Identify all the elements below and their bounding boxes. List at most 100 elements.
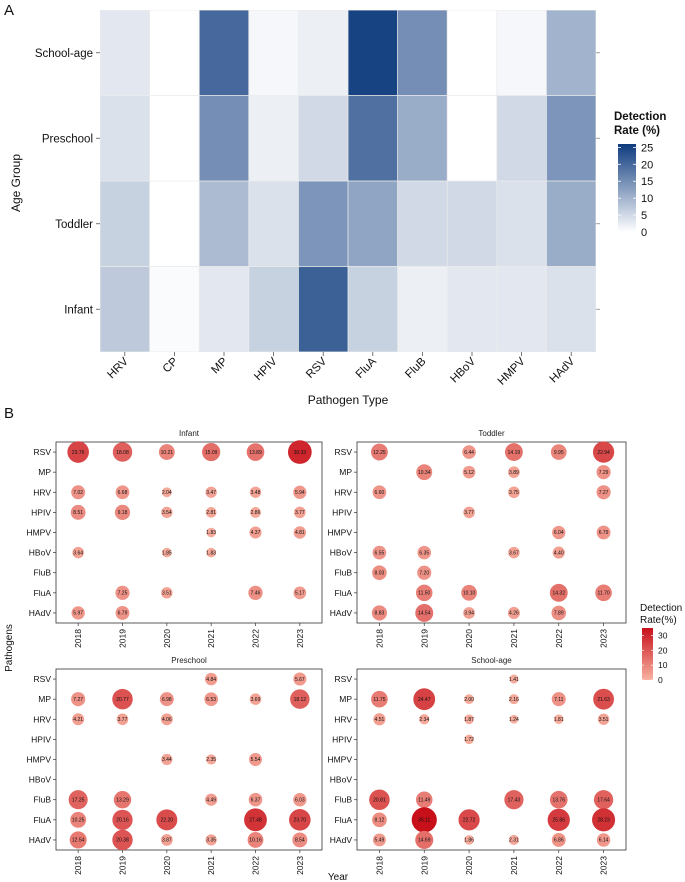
bubble-label: 24.47 [418,697,431,703]
bubble [372,812,387,828]
heatmap-cell [447,266,497,352]
bubble-label: 14.19 [508,450,521,456]
bubble-label: 1.86 [464,838,474,844]
heatmap-cell [398,266,447,352]
facet-x-tick-label: 2020 [162,856,172,875]
heatmap-cell [497,10,546,96]
bubble [372,833,386,847]
bubble-legend-tick-label: 0 [658,675,663,685]
bubble [417,545,432,560]
bubble [508,694,519,705]
facet-x-tick-label: 2022 [251,856,261,875]
bubble-label: 7.20 [419,570,429,576]
bubble-label: 8.51 [73,510,83,516]
facet-x-tick-label: 2019 [419,856,429,875]
heatmap-cell [348,10,398,96]
heatmap-legend-tick-label: 15 [641,176,653,188]
bubble-label: 10.21 [161,450,174,456]
bubble-label: 1.85 [162,550,172,556]
facet-x-tick-label: 2023 [295,856,305,875]
bubble [156,809,178,831]
heatmap-x-tick-label: HRV [105,355,131,381]
bubble [551,832,566,847]
heatmap-cell [546,266,596,352]
facet-y-tick-label: FluA [335,815,353,825]
bubble-label: 35.11 [418,818,430,824]
bubble-label: 17.43 [508,797,521,803]
bubble-label: 1.81 [554,717,564,723]
facet-y-tick-label: HBoV [330,548,353,558]
bubble [249,526,262,539]
bubble [290,689,310,709]
bubble-label: 11.49 [418,797,430,803]
facet-frame [55,441,323,624]
heatmap-cell [348,95,398,181]
panel-label-a: A [4,2,14,19]
bubble [464,694,474,705]
facet-frame [55,668,323,851]
facet-y-tick-label: HMPV [26,528,51,538]
bubble [160,713,173,726]
facet-y-tick-label: HPIV [31,507,51,517]
facet-y-tick-label: HMPV [327,755,352,765]
bubble-label: 13.76 [552,797,565,803]
facet-x-tick-label: 2018 [73,629,83,648]
facet-x-tick-label: 2021 [509,629,519,648]
bubble [112,688,133,710]
facet-infant: Infant RSV MP HRV HPIV HMPV HBoV FluB FluA HAdV 20… [26,429,323,648]
bubble-legend: Detection Rate(%) 30 20 10 0 [640,603,682,685]
facet-y-tick-label: FluB [335,568,353,578]
bubble-label: 12.25 [373,450,386,456]
facet-y-tick-label: MP [339,694,352,704]
heatmap-cell [447,95,497,181]
heatmap-cell [398,10,447,96]
bubble [71,692,86,707]
bubble-label: 8.83 [375,611,385,617]
bubble-label: 18.12 [294,697,307,703]
facet-y-tick-label: FluB [34,795,52,805]
heatmap-y-tick-label: Toddler [55,219,93,231]
facet-y-tick-label: RSV [34,447,52,457]
bubble-label: 20.77 [116,697,129,703]
facet-x-tick-label: 2019 [118,629,128,648]
bubble [206,527,216,538]
facet-title: Preschool [171,656,207,665]
heatmap-cell [398,95,447,181]
bubble-label: 6.35 [419,550,429,556]
bubble-label: 2.34 [419,717,429,723]
bubble-label: 2.35 [206,757,216,763]
heatmap-cell [447,10,497,96]
bubble [70,504,86,520]
heatmap-x-axis-title: Pathogen Type [308,393,389,407]
heatmap-y-tick-label: School-age [35,48,93,60]
bubble-label: 7.46 [251,591,261,597]
bubble-label: 28.23 [597,818,610,824]
bubble-label: 4.84 [206,677,216,683]
heatmap-cell [546,181,596,267]
heatmap-y-axis-title: Age Group [9,154,23,212]
bubble-label: 5.17 [295,591,305,597]
bubble-label: 7.27 [73,697,83,703]
bubble-label: 3.77 [295,510,305,516]
heatmap-cell [199,181,249,267]
bubble [415,830,434,849]
facet-y-tick-label: HRV [33,714,51,724]
facet-y-tick-label: RSV [335,447,353,457]
bubble [552,546,565,559]
facet-y-tick-label: FluA [34,588,52,598]
heatmap-cell [546,10,596,96]
bubble [250,507,261,518]
bubble-label: 6.55 [375,550,385,556]
bubble-label: 10.16 [249,838,262,844]
bubble [592,808,616,832]
bubble [508,546,520,559]
facet-x-tick-label: 2019 [118,856,128,875]
bubble-legend-title-line2: Rate(%) [640,615,677,626]
facet-x-tick-label: 2021 [206,629,216,648]
bubble [507,606,520,619]
bubble-label: 3.48 [251,490,261,496]
bubble [372,545,387,560]
heatmap-cell [249,266,298,352]
bubble-label: 2.00 [464,697,474,703]
